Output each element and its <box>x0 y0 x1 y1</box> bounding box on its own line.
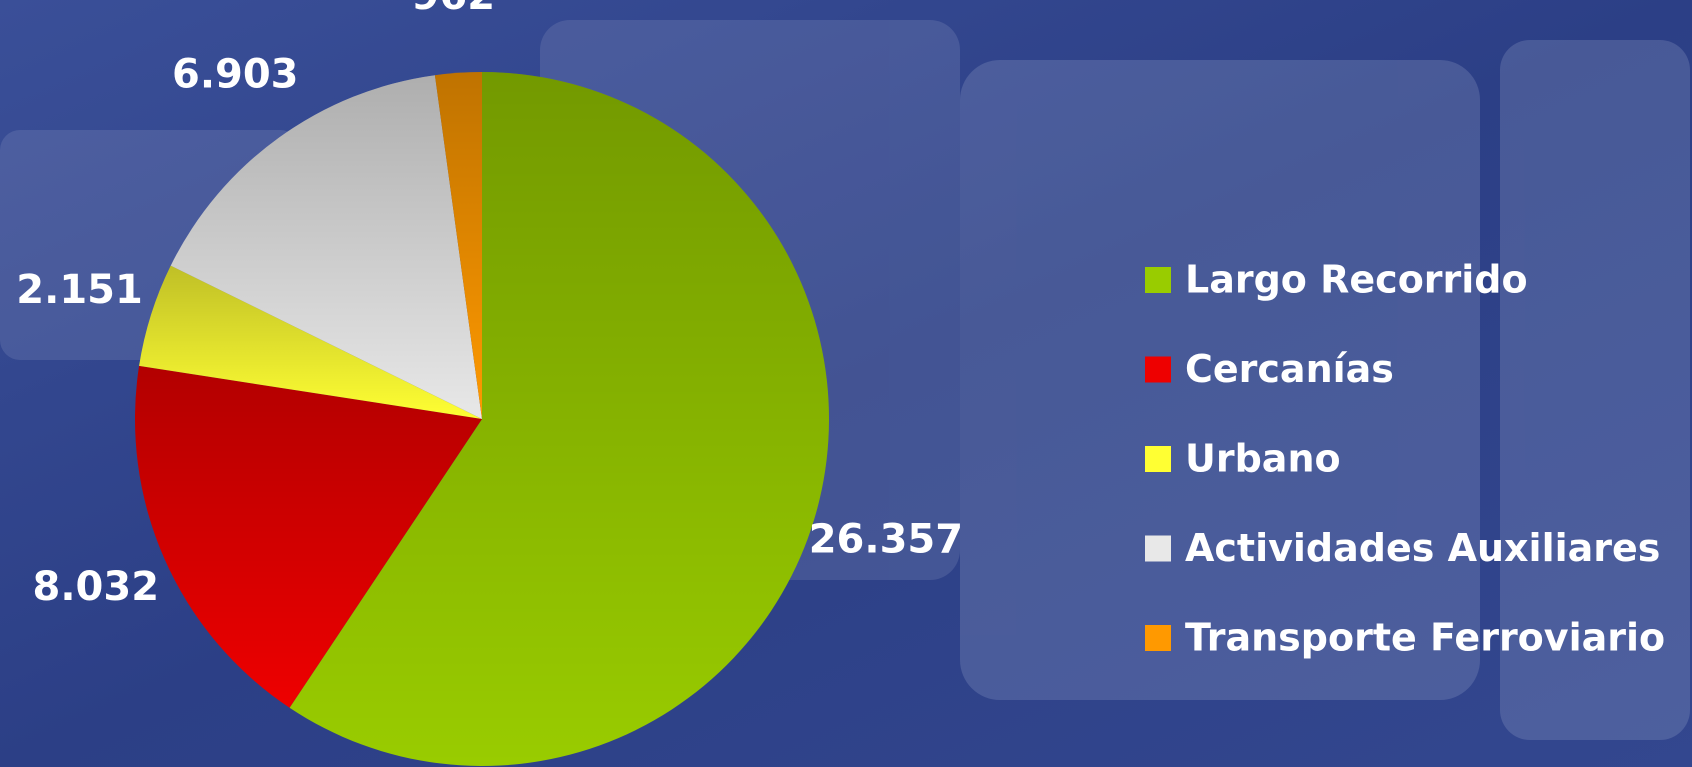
legend-swatch <box>1145 357 1171 383</box>
legend-swatch <box>1145 446 1171 472</box>
legend-label: Actividades Auxiliares <box>1185 526 1660 570</box>
legend-swatch <box>1145 625 1171 651</box>
page: 26.357 8.032 2.151 6.903 962 Largo Recorrido… <box>0 0 1692 767</box>
value-label: 962 <box>412 0 496 19</box>
pie <box>135 72 829 766</box>
legend-swatch <box>1145 267 1171 293</box>
legend-swatch <box>1145 536 1171 562</box>
value-label: 2.151 <box>16 267 143 313</box>
value-label: 26.357 <box>809 516 963 562</box>
legend-label: Urbano <box>1185 437 1341 481</box>
chart: 26.357 8.032 2.151 6.903 962 Largo Recorrido… <box>0 0 1692 767</box>
value-label: 6.903 <box>172 52 299 98</box>
value-label: 8.032 <box>33 564 160 610</box>
legend-label: Transporte Ferroviario <box>1185 616 1665 660</box>
legend-label: Cercanías <box>1185 347 1394 391</box>
legend-label: Largo Recorrido <box>1185 258 1528 302</box>
